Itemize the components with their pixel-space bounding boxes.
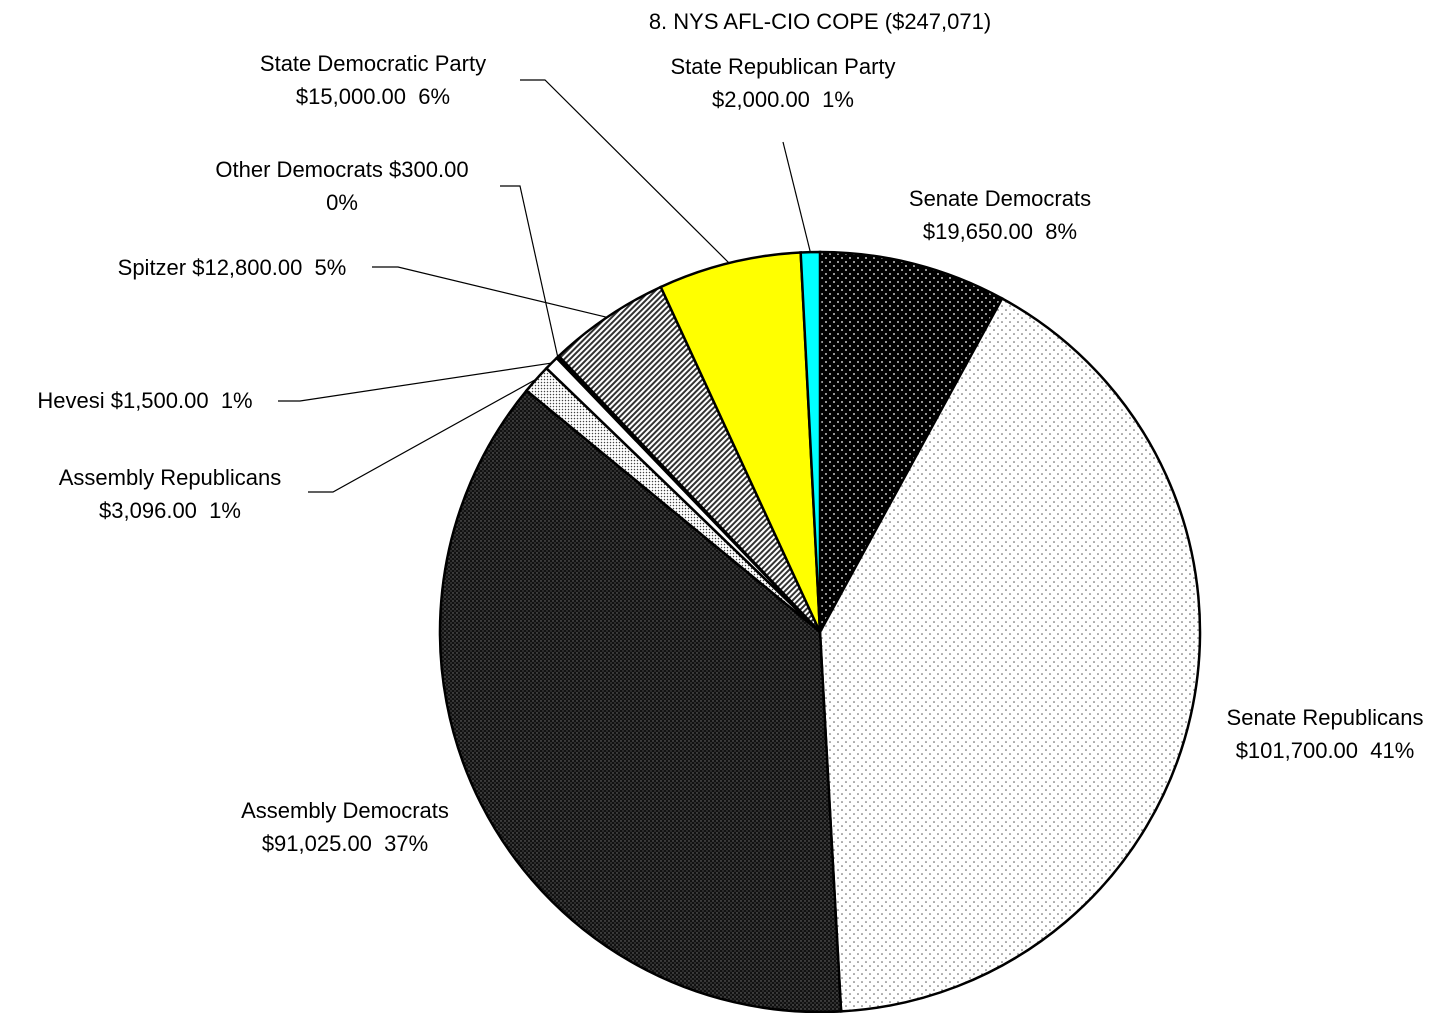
slice-label-assembly-republicans: Assembly Republicans $3,096.00 1%	[59, 465, 282, 523]
slice-labels: Senate Democrats $19,650.00 8% Senate Repu…	[37, 51, 1423, 856]
leader-line-state-republican-party	[782, 141, 811, 253]
leader-line-assembly-republicans	[308, 378, 537, 493]
slice-label-spitzer: Spitzer $12,800.00 5%	[118, 255, 347, 280]
slice-label-other-democrats: Other Democrats $300.00 0%	[215, 157, 468, 215]
pie-slices	[438, 250, 1202, 1013]
chart-title-text: 8. NYS AFL-CIO COPE ($247,071)	[649, 9, 991, 34]
chart-title: 8. NYS AFL-CIO COPE ($247,071)	[649, 9, 991, 34]
slice-label-senate-democrats: Senate Democrats $19,650.00 8%	[909, 186, 1091, 244]
slice-senate-republicans	[818, 296, 1202, 1013]
slice-senate-democrats	[818, 250, 1004, 633]
slice-state-democratic-party	[659, 251, 822, 633]
slice-label-state-republican-party: State Republican Party $2,000.00 1%	[670, 54, 895, 112]
leader-line-other-democrats	[500, 185, 559, 358]
slice-label-hevesi: Hevesi $1,500.00 1%	[37, 388, 252, 413]
slice-assembly-democrats	[438, 388, 843, 1013]
slice-label-senate-republicans: Senate Republicans $101,700.00 41%	[1227, 705, 1424, 763]
leader-line-hevesi	[278, 362, 552, 402]
slice-label-assembly-democrats: Assembly Democrats $91,025.00 37%	[241, 798, 449, 856]
leader-line-state-democratic-party	[520, 79, 730, 264]
leader-line-spitzer	[372, 266, 608, 318]
leader-lines	[278, 79, 811, 493]
slice-label-state-democratic-party: State Democratic Party $15,000.00 6%	[260, 51, 486, 109]
